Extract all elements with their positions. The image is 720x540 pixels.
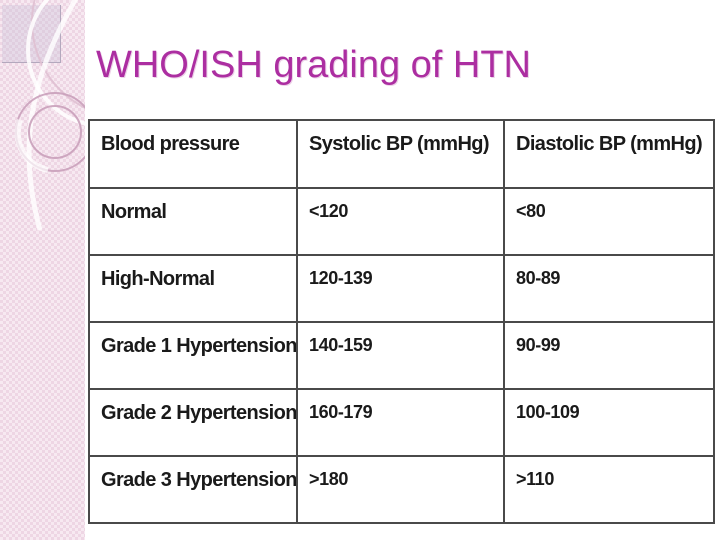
diastolic-value: 80-89 (503, 254, 715, 323)
bp-grading-table: Blood pressure Systolic BP (mmHg) Diasto… (88, 119, 715, 524)
row-label: Grade 2 Hypertension (88, 388, 298, 457)
systolic-value: 160-179 (296, 388, 505, 457)
table-row: Normal <120 <80 (88, 187, 715, 256)
diastolic-value: <80 (503, 187, 715, 256)
row-label: Normal (88, 187, 298, 256)
col-header-blood-pressure: Blood pressure (88, 119, 298, 189)
row-label: Grade 3 Hypertension (88, 455, 298, 524)
decorative-circles-icon (14, 0, 85, 231)
col-header-diastolic: Diastolic BP (mmHg) (503, 119, 715, 189)
row-label: High-Normal (88, 254, 298, 323)
table-row: Grade 1 Hypertension 140-159 90-99 (88, 321, 715, 390)
row-label: Grade 1 Hypertension (88, 321, 298, 390)
table-row: High-Normal 120-139 80-89 (88, 254, 715, 323)
decorative-sidebar (0, 0, 85, 540)
systolic-value: >180 (296, 455, 505, 524)
col-header-systolic: Systolic BP (mmHg) (296, 119, 505, 189)
systolic-value: 140-159 (296, 321, 505, 390)
diastolic-value: 90-99 (503, 321, 715, 390)
diastolic-value: 100-109 (503, 388, 715, 457)
table-row: Grade 3 Hypertension >180 >110 (88, 455, 715, 524)
diastolic-value: >110 (503, 455, 715, 524)
table-row: Grade 2 Hypertension 160-179 100-109 (88, 388, 715, 457)
table-header-row: Blood pressure Systolic BP (mmHg) Diasto… (88, 119, 715, 189)
slide-title: WHO/ISH grading of HTN (96, 44, 531, 86)
systolic-value: <120 (296, 187, 505, 256)
systolic-value: 120-139 (296, 254, 505, 323)
